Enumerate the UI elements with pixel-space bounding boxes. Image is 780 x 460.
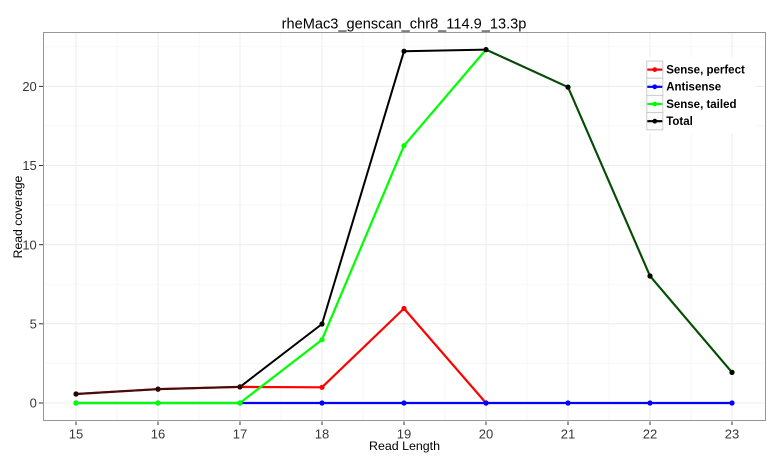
svg-text:22: 22 [643,426,657,441]
svg-text:Antisense: Antisense [666,82,721,94]
svg-text:0: 0 [30,396,37,411]
svg-text:10: 10 [22,237,36,252]
svg-text:16: 16 [151,426,165,441]
svg-text:5: 5 [30,316,37,331]
svg-text:Read coverage: Read coverage [11,175,25,258]
svg-text:Sense, perfect: Sense, perfect [666,64,745,76]
svg-text:20: 20 [22,79,36,94]
svg-text:20: 20 [479,426,493,441]
svg-text:Sense, tailed: Sense, tailed [666,99,736,111]
svg-text:15: 15 [22,158,36,173]
svg-text:21: 21 [561,426,575,441]
svg-text:Total: Total [666,116,693,128]
svg-text:17: 17 [233,426,247,441]
svg-text:Read Length: Read Length [369,439,440,453]
svg-text:23: 23 [725,426,739,441]
svg-text:15: 15 [69,426,83,441]
svg-text:18: 18 [315,426,329,441]
svg-text:19: 19 [397,426,411,441]
svg-text:rheMac3_genscan_chr8_114.9_13.: rheMac3_genscan_chr8_114.9_13.3p [282,17,527,33]
